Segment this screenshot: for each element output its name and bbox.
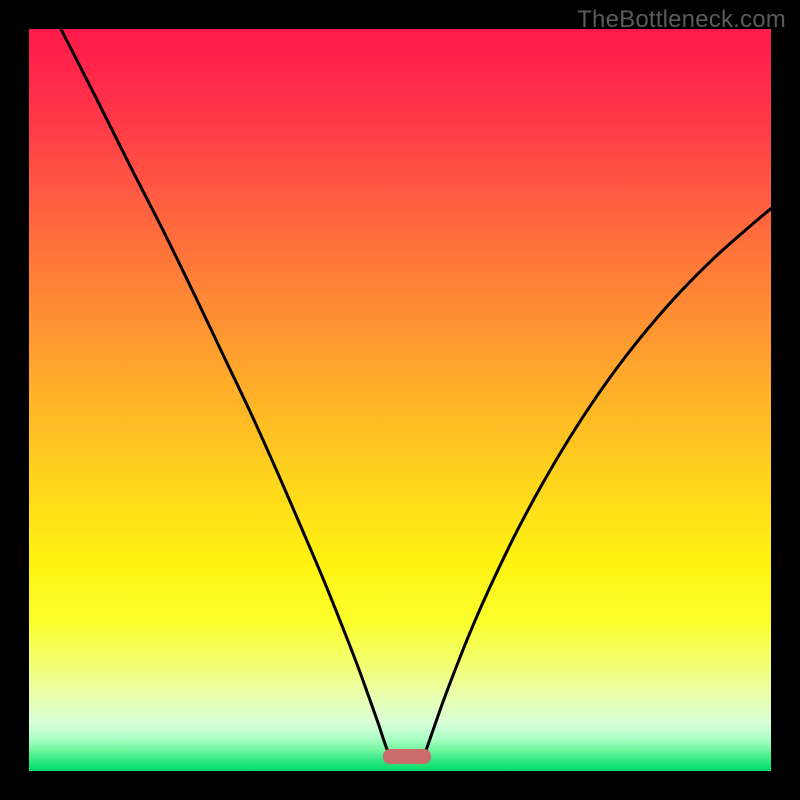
- chart-plot-area: [29, 29, 771, 771]
- bottom-marker: [383, 749, 431, 764]
- curves-layer: [29, 29, 771, 771]
- curve-left: [61, 29, 390, 755]
- curve-right: [424, 209, 771, 755]
- watermark-text: TheBottleneck.com: [577, 6, 786, 34]
